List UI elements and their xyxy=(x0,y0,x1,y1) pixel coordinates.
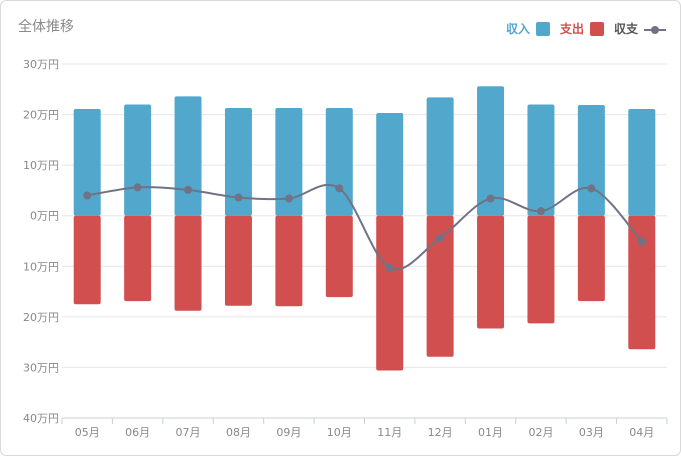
balance-point xyxy=(83,191,92,200)
x-tick-label: 12月 xyxy=(428,426,453,439)
legend-label-balance: 収支 xyxy=(613,22,638,36)
bar-income xyxy=(224,107,252,216)
bar-income xyxy=(426,97,454,216)
x-tick-label: 07月 xyxy=(176,426,201,439)
bar-expense xyxy=(376,215,404,371)
balance-point xyxy=(284,194,293,203)
x-tick-label: 03月 xyxy=(579,426,604,439)
legend-label-expense: 支出 xyxy=(559,22,584,36)
legend-label-income: 収入 xyxy=(505,22,530,36)
bar-income xyxy=(577,104,605,216)
x-tick-label: 08月 xyxy=(226,426,251,439)
x-tick-label: 06月 xyxy=(125,426,150,439)
legend-swatch-income xyxy=(535,21,550,36)
legend-item-expense[interactable]: 支出 xyxy=(560,20,604,37)
legend-line-marker-icon xyxy=(644,22,666,36)
bar-expense xyxy=(275,215,303,307)
y-tick-label: 20万円 xyxy=(23,311,59,324)
x-tick-label: 04月 xyxy=(629,426,654,439)
bar-income xyxy=(73,109,101,216)
x-tick-label: 05月 xyxy=(75,426,100,439)
bar-expense xyxy=(224,215,252,306)
balance-point xyxy=(637,237,646,246)
balance-point xyxy=(184,185,193,194)
bar-income xyxy=(124,104,152,216)
bar-expense xyxy=(174,215,202,311)
balance-point xyxy=(536,207,545,216)
x-tick-label: 11月 xyxy=(377,426,402,439)
x-tick-label: 01月 xyxy=(478,426,503,439)
x-tick-label: 10月 xyxy=(327,426,352,439)
y-tick-label: 0万円 xyxy=(30,210,59,223)
y-tick-label: 10万円 xyxy=(23,159,59,172)
legend-item-balance[interactable]: 収支 xyxy=(614,20,666,37)
bar-expense xyxy=(124,215,152,302)
legend-swatch-expense xyxy=(589,21,604,36)
bar-expense xyxy=(73,215,101,305)
bar-expense xyxy=(325,215,353,298)
legend: 収入 支出 収支 xyxy=(496,20,666,37)
x-tick-label: 09月 xyxy=(276,426,301,439)
balance-point xyxy=(133,183,142,192)
y-tick-label: 40万円 xyxy=(23,412,59,425)
y-tick-label: 30万円 xyxy=(23,361,59,374)
x-tick-label: 02月 xyxy=(528,426,553,439)
bar-expense xyxy=(426,215,454,357)
bar-expense xyxy=(577,215,605,302)
balance-point xyxy=(587,184,596,193)
bar-expense xyxy=(527,215,555,324)
bar-income xyxy=(275,107,303,216)
legend-item-income[interactable]: 収入 xyxy=(506,20,550,37)
balance-point xyxy=(436,233,445,242)
chart-title: 全体推移 xyxy=(18,19,74,35)
balance-point xyxy=(385,263,394,272)
bar-income xyxy=(174,96,202,216)
balance-line xyxy=(87,183,643,271)
bar-income xyxy=(477,86,505,216)
y-tick-label: 30万円 xyxy=(23,58,59,71)
balance-point xyxy=(234,193,243,202)
y-tick-label: 10万円 xyxy=(23,260,59,273)
y-tick-label: 20万円 xyxy=(23,109,59,122)
bar-income xyxy=(376,113,404,216)
bar-income xyxy=(527,104,555,216)
bar-expense xyxy=(477,215,505,329)
bar-expense xyxy=(628,215,656,350)
bar-income xyxy=(628,109,656,216)
balance-point xyxy=(486,194,495,203)
balance-point xyxy=(335,184,344,193)
bar-income xyxy=(325,107,353,216)
